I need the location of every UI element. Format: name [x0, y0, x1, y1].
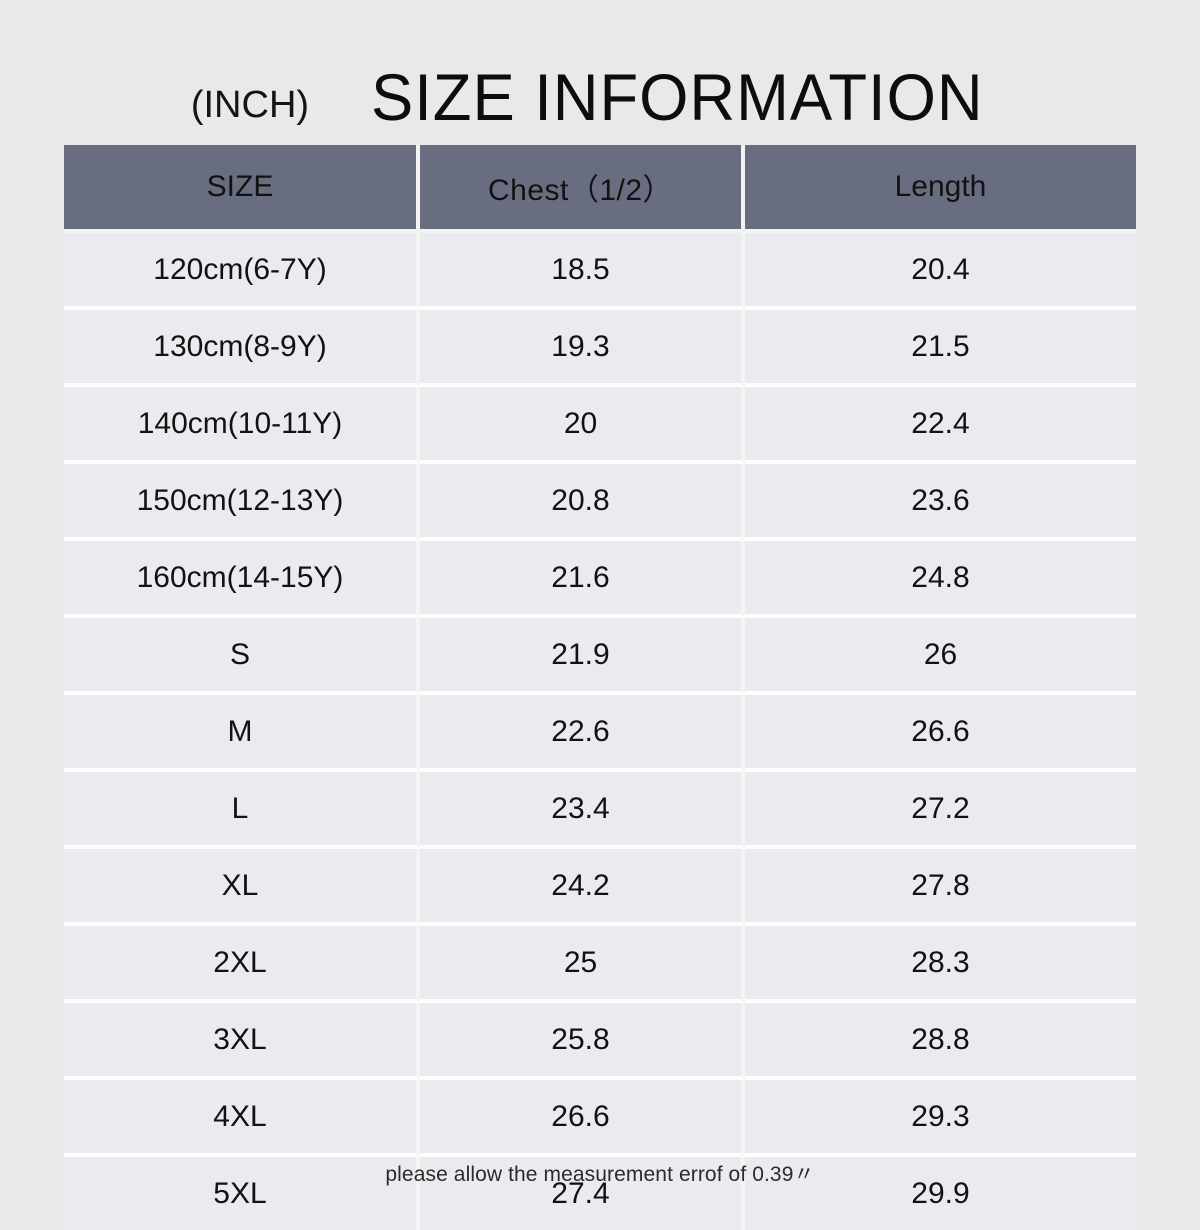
- title-unit-label: (INCH): [190, 84, 310, 126]
- cell-size: 4XL: [64, 1080, 420, 1157]
- cell-size: 130cm(8-9Y): [64, 310, 420, 387]
- cell-size: M: [64, 695, 420, 772]
- cell-chest: 23.4: [420, 772, 745, 849]
- table-row: 120cm(6-7Y) 18.5 20.4: [64, 233, 1136, 310]
- cell-chest: 25: [420, 926, 745, 1003]
- table-row: 140cm(10-11Y) 20 22.4: [64, 387, 1136, 464]
- table-row: S 21.9 26: [64, 618, 1136, 695]
- cell-size: XL: [64, 849, 420, 926]
- page-title: (INCH) SIZE INFORMATION: [0, 52, 1200, 130]
- cell-size: 150cm(12-13Y): [64, 464, 420, 541]
- table-row: M 22.6 26.6: [64, 695, 1136, 772]
- cell-size: 140cm(10-11Y): [64, 387, 420, 464]
- cell-length: 27.8: [745, 849, 1136, 926]
- cell-size: L: [64, 772, 420, 849]
- cell-length: 21.5: [745, 310, 1136, 387]
- cell-size: 160cm(14-15Y): [64, 541, 420, 618]
- table-row: 4XL 26.6 29.3: [64, 1080, 1136, 1157]
- cell-size: 2XL: [64, 926, 420, 1003]
- cell-length: 28.8: [745, 1003, 1136, 1080]
- cell-length: 26.6: [745, 695, 1136, 772]
- cell-chest: 19.3: [420, 310, 745, 387]
- cell-chest: 26.6: [420, 1080, 745, 1157]
- cell-length: 22.4: [745, 387, 1136, 464]
- column-header-length: Length: [745, 145, 1136, 233]
- cell-length: 20.4: [745, 233, 1136, 310]
- cell-size: 120cm(6-7Y): [64, 233, 420, 310]
- cell-length: 23.6: [745, 464, 1136, 541]
- cell-chest: 22.6: [420, 695, 745, 772]
- cell-chest: 21.9: [420, 618, 745, 695]
- cell-chest: 25.8: [420, 1003, 745, 1080]
- table-header-row: SIZE Chest（1/2） Length: [64, 145, 1136, 233]
- cell-size: S: [64, 618, 420, 695]
- cell-length: 29.3: [745, 1080, 1136, 1157]
- cell-length: 26: [745, 618, 1136, 695]
- table-row: 150cm(12-13Y) 20.8 23.6: [64, 464, 1136, 541]
- cell-length: 27.2: [745, 772, 1136, 849]
- cell-chest: 20: [420, 387, 745, 464]
- table-row: 160cm(14-15Y) 21.6 24.8: [64, 541, 1136, 618]
- table-row: XL 24.2 27.8: [64, 849, 1136, 926]
- cell-size: 3XL: [64, 1003, 420, 1080]
- cell-chest: 20.8: [420, 464, 745, 541]
- cell-chest: 21.6: [420, 541, 745, 618]
- column-header-chest: Chest（1/2）: [420, 145, 745, 233]
- table-row: 130cm(8-9Y) 19.3 21.5: [64, 310, 1136, 387]
- cell-length: 24.8: [745, 541, 1136, 618]
- size-information-table: SIZE Chest（1/2） Length 120cm(6-7Y) 18.5 20…: [64, 145, 1136, 1230]
- measurement-note: please allow the measurement errof of 0.…: [385, 1163, 815, 1186]
- title-main-label: SIZE INFORMATION: [371, 60, 984, 134]
- table-row: L 23.4 27.2: [64, 772, 1136, 849]
- cell-chest: 18.5: [420, 233, 745, 310]
- cell-length: 28.3: [745, 926, 1136, 1003]
- table-body: 120cm(6-7Y) 18.5 20.4 130cm(8-9Y) 19.3 21.5 14…: [64, 233, 1136, 1230]
- column-header-size: SIZE: [64, 145, 420, 233]
- cell-chest: 24.2: [420, 849, 745, 926]
- table-row: 3XL 25.8 28.8: [64, 1003, 1136, 1080]
- table-header: SIZE Chest（1/2） Length: [64, 145, 1136, 233]
- table-row: 2XL 25 28.3: [64, 926, 1136, 1003]
